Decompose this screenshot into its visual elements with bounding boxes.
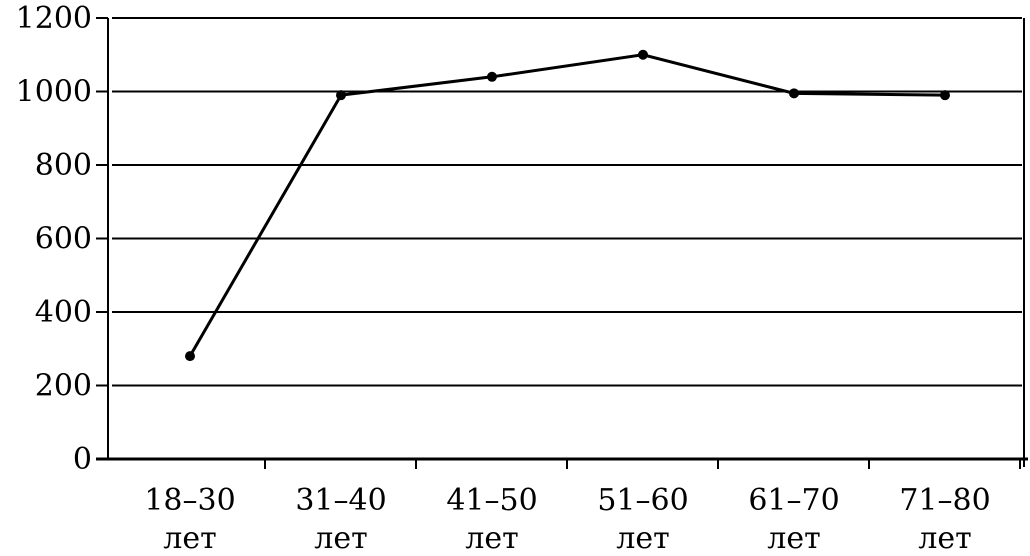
y-tick-label: 400 (35, 295, 92, 330)
x-tick-labels: 18–30лет31–40лет41–50лет51–60лет61–70лет… (144, 483, 990, 556)
x-tick-label-range: 71–80 (899, 483, 990, 518)
data-point (185, 351, 195, 362)
y-tick-label: 200 (35, 369, 92, 404)
y-tick-label: 1000 (16, 75, 92, 110)
x-tick-label-range: 31–40 (295, 483, 386, 518)
x-tick-label-unit: лет (163, 521, 216, 556)
y-tick-label: 600 (35, 222, 92, 257)
x-tick-label-range: 18–30 (144, 483, 235, 518)
x-tick-label-range: 41–50 (446, 483, 537, 518)
y-tick-labels: 0 200 400 600 800 1000 1200 (16, 1, 92, 477)
data-point (336, 90, 346, 101)
x-tick-label-unit: лет (767, 521, 820, 556)
x-tick-label-unit: лет (918, 521, 971, 556)
gridlines (112, 17, 1022, 387)
x-tick-label-range: 61–70 (748, 483, 839, 518)
x-tick-label-unit: лет (616, 521, 669, 556)
y-tick-label: 800 (35, 148, 92, 183)
x-tick-label-range: 51–60 (597, 483, 688, 518)
data-line (188, 53, 946, 357)
axes (96, 17, 1028, 469)
y-tick-label: 1200 (16, 1, 92, 36)
y-tick-label: 0 (73, 442, 92, 477)
data-point (940, 90, 950, 101)
x-tick-label-unit: лет (465, 521, 518, 556)
data-point (487, 71, 497, 82)
x-tick-label-unit: лет (314, 521, 367, 556)
series-line (185, 49, 950, 362)
data-point (638, 49, 648, 60)
data-point (789, 88, 799, 99)
